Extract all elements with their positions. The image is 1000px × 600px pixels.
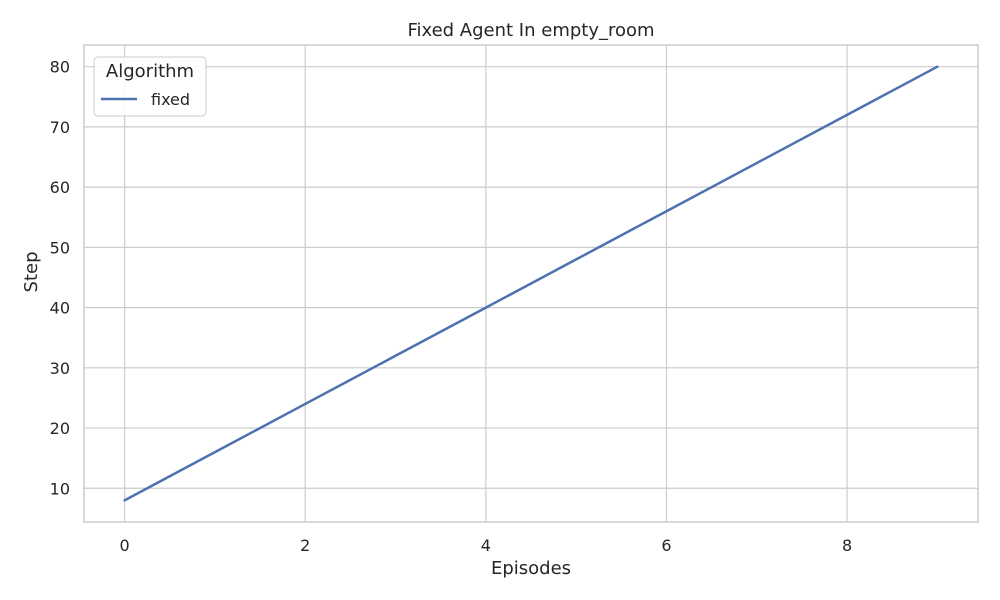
chart-title: Fixed Agent In empty_room [407, 20, 654, 41]
series-line-fixed [123, 65, 939, 502]
x-tick-label: 6 [661, 536, 671, 555]
x-tick-label: 4 [481, 536, 491, 555]
plot-area-frame [83, 44, 979, 523]
series-lines [123, 65, 939, 502]
y-tick-label: 60 [50, 178, 70, 197]
y-tick-label: 10 [50, 479, 70, 498]
y-axis-label: Step [21, 252, 42, 293]
y-tick-label: 80 [50, 58, 70, 77]
y-tick-label: 70 [50, 118, 70, 137]
x-tick-labels: 0 2 4 6 8 [120, 536, 853, 555]
x-tick-label: 0 [120, 536, 130, 555]
grid-lines [84, 45, 978, 522]
y-tick-labels: 10 20 30 40 50 60 70 80 [50, 58, 70, 499]
legend-title: Algorithm [106, 61, 194, 82]
y-tick-label: 20 [50, 419, 70, 438]
legend-box [93, 56, 207, 117]
x-axis-label: Episodes [491, 558, 571, 579]
y-tick-label: 50 [50, 238, 70, 257]
legend: Algorithm fixed [93, 56, 207, 117]
x-tick-label: 2 [300, 536, 310, 555]
x-tick-label: 8 [842, 536, 852, 555]
y-tick-label: 40 [50, 299, 70, 318]
legend-label-fixed: fixed [151, 90, 190, 109]
y-tick-label: 30 [50, 359, 70, 378]
